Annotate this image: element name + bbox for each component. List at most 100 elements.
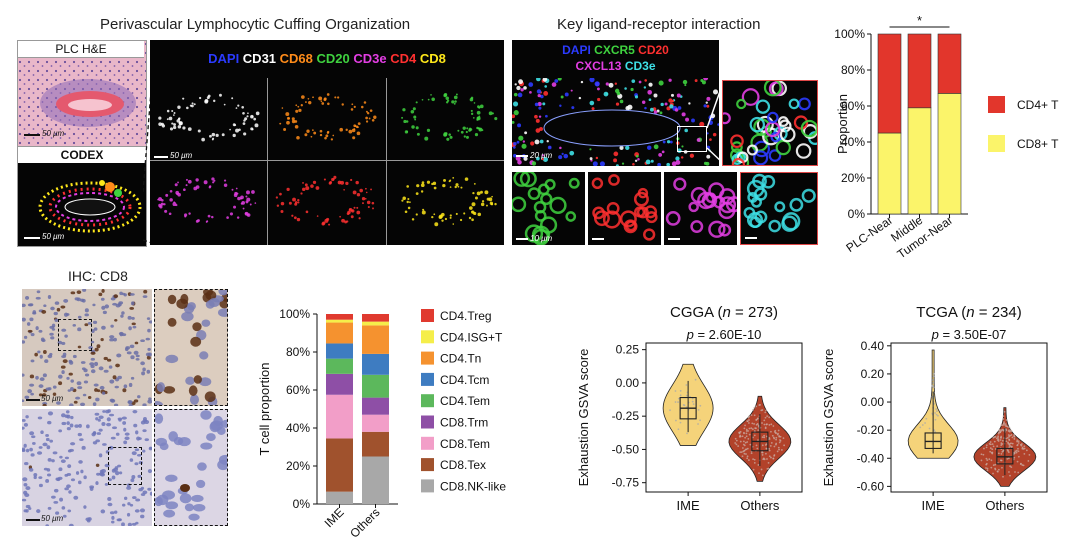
- codex-overview-image: CODEX 50 μm: [17, 146, 147, 247]
- violin-box: [924, 432, 942, 449]
- chart2-bar-cd8trm: [326, 373, 353, 395]
- codex-marker-cd68: CD68: [279, 51, 317, 66]
- ihc-title: IHC: CD8: [68, 268, 128, 284]
- violin-ytick-label: 0.00: [861, 395, 885, 409]
- ligand-channel-cxcr5: 10 μm: [512, 172, 585, 245]
- chart2-legend-swatch: [421, 479, 434, 493]
- chart2-legend-label: CD8.Trm: [440, 416, 488, 430]
- tcell-proportion-chart: 0% 20% 40% 60% 80% 100% T cell proportion IME Ot…: [257, 307, 506, 541]
- chart2-legend-label: CD4.Tcm: [440, 373, 489, 387]
- chart2-bar-cd4treg: [326, 314, 353, 320]
- chart2-ytick-label: 60%: [286, 383, 310, 397]
- violin-ytick-label: -0.25: [612, 409, 640, 423]
- chart2-bar-cd4tn: [362, 325, 389, 354]
- chart1-legend-label: CD4+ T: [1017, 98, 1059, 112]
- chart2-bar-cd8tem: [362, 414, 389, 432]
- violin-ytick-label: -0.75: [612, 476, 640, 490]
- chart1-bar-cd8t: [877, 132, 902, 215]
- codex-marker-dapi: DAPI: [208, 51, 243, 66]
- chart2-bar-cd4tem: [326, 358, 353, 374]
- violin-ytick-label: -0.60: [857, 479, 885, 493]
- chart2-bar-cd8tex: [326, 438, 353, 492]
- chart2-legend-label: CD4.Tn: [440, 352, 481, 366]
- violin-ylabel: Exhaustion GSVA score: [821, 349, 836, 487]
- he-scale-label: 50 μm: [42, 129, 65, 138]
- codex-overview-scalebar: [24, 237, 40, 239]
- chart2-bar-cd4tem: [362, 374, 389, 398]
- chart2-bar-cd8tex: [362, 431, 389, 457]
- chart1-ytick-label: 100%: [834, 27, 865, 41]
- codex-grid: DAPI CD31 CD68 CD20 CD3e CD4 CD8 50 μm: [150, 40, 504, 245]
- codex-label: CODEX: [18, 147, 146, 163]
- violin-ytick-label: 0.40: [861, 339, 885, 353]
- he-scalebar: [24, 134, 40, 136]
- chart1-bar-cd4t: [937, 33, 962, 94]
- ligand-channel-cd3e: [740, 172, 818, 245]
- chart2-legend-label: CD4.ISG+T: [440, 330, 503, 344]
- chart2-legend-swatch: [421, 394, 434, 408]
- chart2-bar-cd4isgt: [326, 319, 353, 323]
- codex-overview-graphic: [38, 180, 142, 233]
- chart2-legend-label: CD8.Tex: [440, 458, 486, 472]
- ligand-marker-cxcr5: CXCR5: [594, 43, 639, 57]
- cuffing-title: Perivascular Lymphocytic Cuffing Organiz…: [100, 16, 411, 33]
- chart2-bar-cd4tcm: [326, 343, 353, 359]
- ihc-bottom-image: 50 μm: [22, 409, 152, 526]
- violin-ylabel: Exhaustion GSVA score: [576, 349, 591, 487]
- chart2-xtick-label: Others: [347, 505, 382, 540]
- chart1-bar-cd8t: [907, 107, 932, 215]
- chart2-bar-cd8tem: [326, 394, 353, 439]
- chart1-legend-label: CD8+ T: [1017, 137, 1059, 151]
- chart2-legend-swatch: [421, 372, 434, 386]
- he-label: PLC H&E: [18, 41, 144, 58]
- chart2-bar-cd8nklike: [362, 456, 389, 504]
- violin-ytick-label: -0.40: [857, 451, 885, 465]
- chart2-ytick-label: 0%: [293, 497, 311, 511]
- chart1-ytick-label: 20%: [841, 171, 865, 185]
- chart2-ytick-label: 20%: [286, 459, 310, 473]
- chart2-legend-label: CD4.Treg: [440, 309, 492, 323]
- chart1-ytick-label: 80%: [841, 63, 865, 77]
- violin-ytick-label: -0.20: [857, 423, 885, 437]
- violin-pvalue: p = 2.60E-10: [686, 327, 762, 342]
- violin-xtick-label: Others: [985, 498, 1025, 513]
- violin-xtick-label: IME: [922, 498, 945, 513]
- chart2-legend-label: CD8.Tem: [440, 437, 490, 451]
- chart2-ytick-label: 100%: [279, 307, 310, 321]
- ligand-title: Key ligand-receptor interaction: [557, 16, 761, 33]
- violin-title: CGGA (n = 273): [670, 304, 778, 321]
- violin-ytick-label: -0.50: [612, 442, 640, 456]
- ligand-main-scalebar: [516, 155, 528, 157]
- ligand-marker-cd20: CD20: [638, 43, 669, 57]
- chart1-ytick-label: 40%: [841, 135, 865, 149]
- ligand-marker-cd3e: CD3e: [624, 59, 656, 73]
- chart2-legend-label: CD8.NK-like: [440, 479, 506, 493]
- chart1-ylabel: Proportion: [835, 94, 850, 154]
- codex-marker-cd4: CD4: [390, 51, 420, 66]
- codex-marker-legend: DAPI CD31 CD68 CD20 CD3e CD4 CD8: [150, 40, 504, 78]
- ligand-marker-dapi: DAPI: [562, 43, 595, 57]
- chart2-legend-swatch: [421, 309, 434, 322]
- ligand-main-image: DAPI CXCR5 CD20 CXCL13 CD3e 20 μm: [512, 40, 719, 166]
- ihc-top-zoom-graphic: [155, 290, 227, 405]
- chart2-legend-swatch: [421, 458, 434, 472]
- chart2-legend-swatch: [421, 436, 434, 450]
- ihc-top-zoom: [154, 289, 228, 406]
- ihc-bottom-zoom: [154, 409, 228, 526]
- he-image: PLC H&E 50 μm: [17, 40, 147, 147]
- chart1-bar-cd4t: [877, 33, 902, 134]
- ligand-marker-cxcl13: CXCL13: [575, 59, 625, 73]
- chart1-ytick-label: 0%: [848, 207, 866, 221]
- chart1-significance-mark: *: [917, 14, 922, 28]
- ligand-zoom-graphic: [723, 81, 817, 165]
- ligand-marker-legend: DAPI CXCR5 CD20 CXCL13 CD3e: [512, 42, 719, 74]
- ligand-main-scale-label: 20 μm: [530, 151, 553, 160]
- he-tissue-graphic: [18, 41, 146, 146]
- chart2-legend-label: CD4.Tem: [440, 394, 490, 408]
- chart1-bar-cd4t: [907, 33, 932, 109]
- codex-marker-cd20: CD20: [316, 51, 354, 66]
- chart2-bar-cd4tn: [326, 322, 353, 344]
- ihc-top-graphic: [22, 289, 152, 406]
- ligand-zoom-connector: [706, 79, 725, 165]
- ihc-top-image: 50 μm: [22, 289, 152, 406]
